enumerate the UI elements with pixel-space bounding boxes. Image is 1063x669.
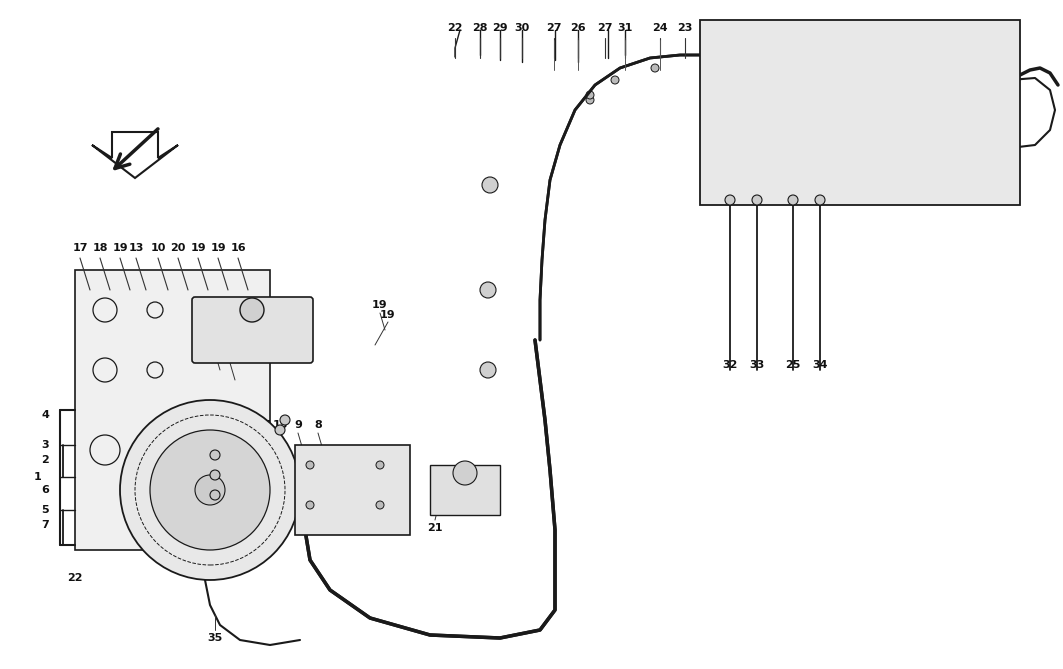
Circle shape — [480, 282, 496, 298]
Text: 29: 29 — [492, 23, 508, 33]
Text: 11: 11 — [240, 420, 256, 430]
Text: 13: 13 — [207, 340, 222, 350]
Text: 15: 15 — [272, 420, 288, 430]
Text: 23: 23 — [677, 23, 693, 33]
Text: 6: 6 — [41, 485, 49, 495]
Text: 27: 27 — [546, 23, 561, 33]
Circle shape — [611, 76, 619, 84]
Text: 21: 21 — [427, 523, 443, 533]
Text: 19: 19 — [210, 243, 225, 253]
Circle shape — [725, 195, 735, 205]
Text: 22: 22 — [67, 573, 83, 583]
Circle shape — [752, 195, 762, 205]
Text: 19: 19 — [113, 243, 128, 253]
Circle shape — [586, 96, 594, 104]
Text: 22: 22 — [448, 23, 462, 33]
Text: 7: 7 — [41, 520, 49, 530]
Text: 5: 5 — [41, 505, 49, 515]
Circle shape — [240, 298, 264, 322]
Circle shape — [210, 450, 220, 460]
Circle shape — [150, 430, 270, 550]
Bar — [75, 270, 270, 550]
Circle shape — [651, 64, 659, 72]
Text: 19: 19 — [190, 243, 206, 253]
Text: 34: 34 — [812, 360, 828, 370]
Text: 25: 25 — [786, 360, 800, 370]
Text: 30: 30 — [514, 23, 529, 33]
Circle shape — [376, 501, 384, 509]
Circle shape — [210, 470, 220, 480]
Text: 19: 19 — [372, 300, 388, 310]
Circle shape — [280, 415, 290, 425]
Bar — [701, 20, 1020, 205]
Circle shape — [195, 475, 225, 505]
Text: 26: 26 — [570, 23, 586, 33]
Circle shape — [376, 461, 384, 469]
Text: 31: 31 — [618, 23, 632, 33]
Text: 8: 8 — [315, 420, 322, 430]
Text: 4: 4 — [41, 410, 49, 420]
Bar — [431, 465, 500, 515]
Text: 27: 27 — [597, 23, 612, 33]
Circle shape — [306, 501, 314, 509]
Text: 9: 9 — [294, 420, 302, 430]
Circle shape — [480, 362, 496, 378]
Circle shape — [815, 195, 825, 205]
FancyBboxPatch shape — [192, 297, 313, 363]
Circle shape — [275, 425, 285, 435]
Text: 18: 18 — [92, 243, 107, 253]
Text: 12: 12 — [222, 350, 238, 360]
Circle shape — [586, 91, 594, 99]
Circle shape — [120, 400, 300, 580]
Polygon shape — [92, 132, 178, 178]
Text: 1: 1 — [34, 472, 41, 482]
Text: 35: 35 — [207, 633, 222, 643]
Text: 10: 10 — [150, 243, 166, 253]
Text: 19: 19 — [381, 310, 395, 320]
Text: 28: 28 — [472, 23, 488, 33]
Bar — [296, 445, 410, 535]
Circle shape — [482, 177, 497, 193]
Text: 24: 24 — [653, 23, 668, 33]
Text: 16: 16 — [231, 243, 246, 253]
Text: 14: 14 — [257, 420, 273, 430]
Text: 13: 13 — [129, 243, 144, 253]
Text: 20: 20 — [170, 243, 186, 253]
Circle shape — [788, 195, 798, 205]
Text: 2: 2 — [41, 455, 49, 465]
Text: 33: 33 — [749, 360, 764, 370]
Circle shape — [210, 490, 220, 500]
Text: 32: 32 — [723, 360, 738, 370]
Circle shape — [306, 461, 314, 469]
Circle shape — [453, 461, 477, 485]
Text: 3: 3 — [41, 440, 49, 450]
Text: 17: 17 — [72, 243, 88, 253]
